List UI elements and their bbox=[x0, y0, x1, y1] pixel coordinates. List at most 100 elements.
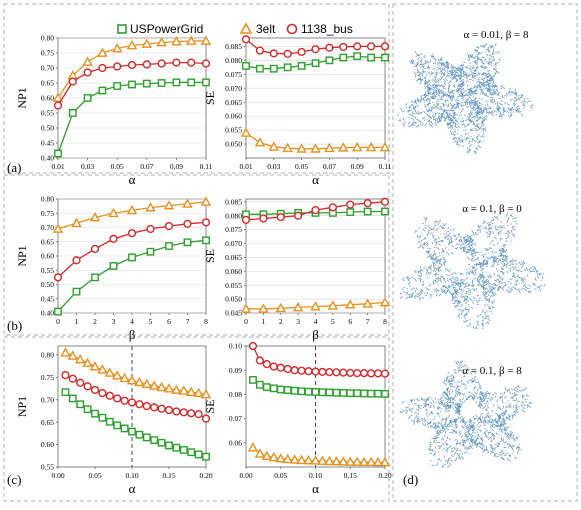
data-point-uspowergrid bbox=[242, 62, 250, 70]
chart-a-np1: 0.40 0.45 0.50 0.55 0.60 0.65 0.70 0.75 0.80 0.01… bbox=[15, 34, 213, 187]
data-point-uspowergrid bbox=[360, 389, 369, 398]
data-point-uspowergrid bbox=[202, 452, 210, 461]
y-tick-label: 0.55 bbox=[41, 463, 54, 472]
data-point-uspowergrid bbox=[256, 380, 264, 389]
data-point-3elt bbox=[327, 300, 339, 310]
y-tick-label: 0.60 bbox=[41, 252, 54, 261]
data-point-uspowergrid bbox=[72, 287, 81, 296]
data-point-3elt bbox=[345, 299, 356, 309]
data-point-uspowergrid bbox=[83, 405, 92, 414]
data-point-uspowergrid bbox=[172, 78, 181, 87]
data-point-1138-bus bbox=[255, 356, 265, 365]
y-tick-label: 0.08 bbox=[229, 390, 242, 399]
data-point-uspowergrid bbox=[325, 388, 334, 397]
chart-c-np1: 0.55 0.60 0.65 0.70 0.75 0.80 0.00 0.05 0.10 0.15… bbox=[15, 345, 213, 496]
x-tick-label: 5 bbox=[149, 317, 153, 326]
data-point-3elt bbox=[141, 38, 152, 48]
data-point-3elt bbox=[126, 375, 138, 385]
data-point-1138-bus bbox=[113, 394, 122, 403]
data-point-uspowergrid bbox=[142, 79, 151, 88]
x-tick-label: 7 bbox=[186, 317, 190, 326]
data-point-3elt bbox=[310, 301, 321, 311]
data-point-1138-bus bbox=[262, 360, 271, 369]
y-tick-label: 0.70 bbox=[41, 223, 54, 232]
data-point-1138-bus bbox=[360, 369, 369, 378]
frame-b bbox=[3, 174, 390, 336]
data-point-1138-bus bbox=[142, 60, 151, 69]
data-point-1138-bus bbox=[380, 42, 390, 51]
y-tick-label: 0.45 bbox=[41, 294, 54, 303]
data-point-1138-bus bbox=[194, 410, 203, 419]
data-point-3elt bbox=[82, 56, 93, 66]
data-point-uspowergrid bbox=[202, 78, 210, 87]
data-point-3elt bbox=[247, 442, 259, 452]
x-axis-label: α bbox=[312, 481, 319, 496]
data-point-3elt bbox=[358, 456, 370, 467]
data-point-uspowergrid bbox=[142, 433, 151, 442]
data-point-1138-bus bbox=[61, 371, 70, 380]
data-point-1138-bus bbox=[339, 368, 348, 377]
x-tick-label: 8 bbox=[204, 317, 208, 326]
data-point-3elt bbox=[89, 361, 101, 371]
data-point-1138-bus bbox=[187, 58, 196, 67]
x-tick-label: 0.05 bbox=[295, 162, 308, 171]
data-point-3elt bbox=[119, 372, 130, 383]
y-tick-label: 0.65 bbox=[41, 79, 54, 88]
data-point-1138-bus bbox=[150, 403, 159, 412]
data-point-uspowergrid bbox=[374, 389, 382, 398]
data-point-uspowergrid bbox=[165, 441, 173, 450]
data-point-1138-bus bbox=[164, 221, 174, 231]
y-tick-label: 0.80 bbox=[41, 351, 54, 360]
chart-b-np1: 0.40 0.45 0.50 0.55 0.60 0.65 0.70 0.75 0.80 0 1 2 3… bbox=[15, 195, 212, 342]
x-tick-label: 0.15 bbox=[162, 471, 175, 480]
data-point-3elt bbox=[108, 207, 119, 218]
data-point-3elt bbox=[97, 364, 108, 374]
y-tick-label: 0.070 bbox=[225, 239, 242, 248]
y-tick-label: 0.80 bbox=[41, 195, 54, 204]
data-point-3elt bbox=[163, 200, 175, 210]
data-point-1138-bus bbox=[363, 199, 372, 208]
data-point-uspowergrid bbox=[332, 388, 341, 397]
data-point-uspowergrid bbox=[269, 64, 278, 73]
data-point-3elt bbox=[379, 141, 391, 152]
data-point-3elt bbox=[372, 456, 384, 467]
data-point-3elt bbox=[275, 453, 286, 463]
data-point-1138-bus bbox=[367, 42, 376, 51]
data-point-3elt bbox=[275, 302, 286, 313]
data-point-3elt bbox=[112, 43, 123, 53]
x-tick-label: 0.05 bbox=[88, 471, 101, 480]
data-point-3elt bbox=[362, 298, 373, 308]
data-point-3elt bbox=[345, 456, 356, 466]
chart-c-se: 0.06 0.07 0.08 0.09 0.10 0.00 0.05 0.10 0.15 0.20… bbox=[203, 342, 392, 496]
y-tick-label: 0.09 bbox=[229, 366, 242, 375]
graph-edges bbox=[396, 43, 534, 155]
x-tick-label: 0.00 bbox=[51, 471, 64, 480]
y-tick-label: 0.70 bbox=[41, 395, 54, 404]
data-point-1138-bus bbox=[346, 200, 355, 209]
data-point-1138-bus bbox=[68, 77, 77, 86]
y-tick-label: 0.070 bbox=[225, 84, 242, 93]
y-tick-label: 0.40 bbox=[41, 309, 54, 318]
data-point-uspowergrid bbox=[98, 413, 107, 422]
data-point-1138-bus bbox=[68, 374, 77, 383]
data-point-3elt bbox=[75, 354, 86, 364]
panel-label-d: (d) bbox=[403, 472, 418, 487]
data-point-3elt bbox=[97, 47, 108, 57]
data-point-1138-bus bbox=[201, 218, 211, 227]
data-point-uspowergrid bbox=[68, 394, 77, 403]
panel-label-c: (c) bbox=[7, 472, 21, 487]
graph-edges bbox=[399, 360, 532, 468]
legend-label-uspowergrid: USPowerGrid bbox=[130, 22, 203, 36]
data-point-1138-bus bbox=[353, 42, 362, 51]
data-point-uspowergrid bbox=[297, 387, 306, 396]
chart-b-se: 0.045 0.050 0.055 0.060 0.065 0.070 0.075 0.080… bbox=[203, 197, 391, 342]
legend-marker-1138-bus bbox=[286, 23, 298, 35]
graph-drawing-2 bbox=[399, 212, 546, 330]
y-tick-label: 0.60 bbox=[41, 440, 54, 449]
x-tick-label: 0.00 bbox=[239, 471, 252, 480]
data-point-3elt bbox=[365, 456, 377, 467]
data-point-3elt bbox=[193, 387, 204, 397]
data-point-uspowergrid bbox=[54, 307, 62, 316]
data-point-3elt bbox=[182, 198, 193, 208]
graph-edges bbox=[399, 212, 546, 330]
